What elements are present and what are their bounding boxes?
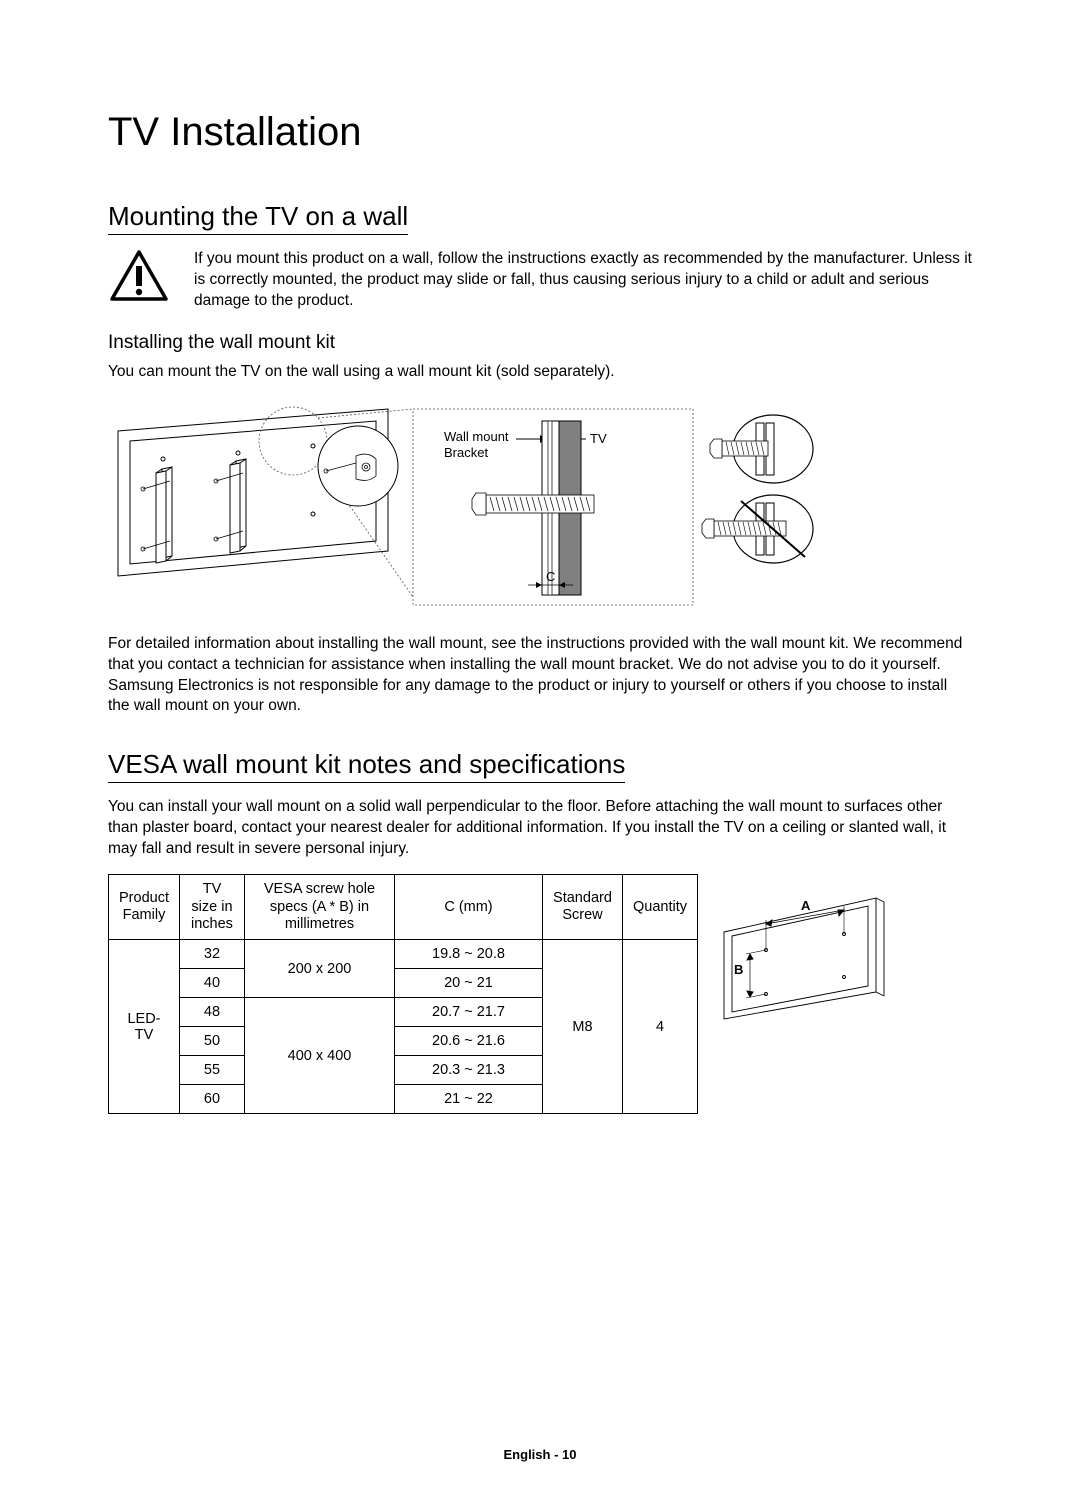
td-c: 20 ~ 21 — [394, 969, 542, 998]
th-screw: Standard Screw — [542, 875, 622, 940]
th-vesa: VESA screw hole specs (A * B) in millime… — [244, 875, 394, 940]
th-family: Product Family — [109, 875, 180, 940]
warning-block: If you mount this product on a wall, fol… — [108, 249, 972, 312]
th-qty: Quantity — [622, 875, 697, 940]
detail-text: For detailed information about installin… — [108, 634, 972, 718]
td-size: 32 — [179, 940, 244, 969]
label-c: C — [546, 569, 555, 584]
th-size: TV size in inches — [179, 875, 244, 940]
td-vesa-200: 200 x 200 — [244, 940, 394, 998]
td-c: 19.8 ~ 20.8 — [394, 940, 542, 969]
td-qty: 4 — [622, 940, 697, 1114]
page-title: TV Installation — [108, 110, 972, 155]
td-c: 21 ~ 22 — [394, 1085, 542, 1114]
page-footer: English - 10 — [0, 1447, 1080, 1462]
sub-heading-installing: Installing the wall mount kit — [108, 332, 972, 354]
wall-mount-diagram: Wall mount Bracket TV — [108, 401, 972, 616]
td-screw: M8 — [542, 940, 622, 1114]
section-heading-mounting: Mounting the TV on a wall — [108, 201, 408, 235]
label-b: B — [734, 962, 743, 977]
td-size: 60 — [179, 1085, 244, 1114]
warning-triangle-icon — [108, 249, 170, 303]
svg-text:Bracket: Bracket — [444, 445, 488, 460]
th-c: C (mm) — [394, 875, 542, 940]
td-size: 48 — [179, 998, 244, 1027]
label-tv: TV — [590, 431, 607, 446]
td-size: 50 — [179, 1027, 244, 1056]
tv-ab-diagram: A B — [716, 874, 891, 1024]
td-vesa-400: 400 x 400 — [244, 998, 394, 1114]
td-c: 20.3 ~ 21.3 — [394, 1056, 542, 1085]
label-a: A — [801, 898, 811, 913]
label-wall-mount: Wall mount — [444, 429, 509, 444]
warning-text: If you mount this product on a wall, fol… — [194, 249, 972, 312]
vesa-spec-table: Product Family TV size in inches VESA sc… — [108, 874, 698, 1114]
td-size: 40 — [179, 969, 244, 998]
intro-text-2: You can install your wall mount on a sol… — [108, 797, 972, 860]
td-size: 55 — [179, 1056, 244, 1085]
intro-text-1: You can mount the TV on the wall using a… — [108, 362, 972, 383]
td-c: 20.6 ~ 21.6 — [394, 1027, 542, 1056]
td-family: LED-TV — [109, 940, 180, 1114]
section-heading-vesa: VESA wall mount kit notes and specificat… — [108, 749, 625, 783]
td-c: 20.7 ~ 21.7 — [394, 998, 542, 1027]
